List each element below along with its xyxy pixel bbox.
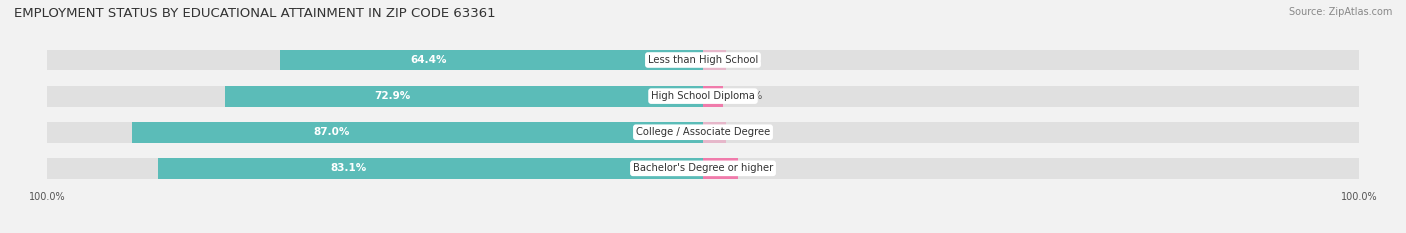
Text: College / Associate Degree: College / Associate Degree xyxy=(636,127,770,137)
Text: EMPLOYMENT STATUS BY EDUCATIONAL ATTAINMENT IN ZIP CODE 63361: EMPLOYMENT STATUS BY EDUCATIONAL ATTAINM… xyxy=(14,7,496,20)
Text: Bachelor's Degree or higher: Bachelor's Degree or higher xyxy=(633,163,773,173)
Bar xyxy=(703,50,725,70)
Text: 72.9%: 72.9% xyxy=(374,91,411,101)
Text: 100.0%: 100.0% xyxy=(1341,192,1378,202)
Text: 83.1%: 83.1% xyxy=(330,163,367,173)
Text: 3.0%: 3.0% xyxy=(735,91,762,101)
Text: Less than High School: Less than High School xyxy=(648,55,758,65)
Bar xyxy=(280,50,703,70)
Text: Source: ZipAtlas.com: Source: ZipAtlas.com xyxy=(1288,7,1392,17)
Bar xyxy=(132,122,703,143)
Bar xyxy=(46,122,1360,143)
Bar xyxy=(157,158,703,179)
Text: 100.0%: 100.0% xyxy=(28,192,65,202)
Bar xyxy=(225,86,703,106)
Text: 0.0%: 0.0% xyxy=(735,55,762,65)
Text: High School Diploma: High School Diploma xyxy=(651,91,755,101)
Bar xyxy=(703,158,738,179)
Bar xyxy=(46,158,1360,179)
Bar xyxy=(46,86,1360,106)
Text: 87.0%: 87.0% xyxy=(314,127,350,137)
Text: 0.0%: 0.0% xyxy=(735,127,762,137)
Text: 5.4%: 5.4% xyxy=(748,163,775,173)
Bar xyxy=(703,122,725,143)
Bar xyxy=(46,50,1360,70)
Text: 64.4%: 64.4% xyxy=(411,55,447,65)
Bar xyxy=(703,86,723,106)
